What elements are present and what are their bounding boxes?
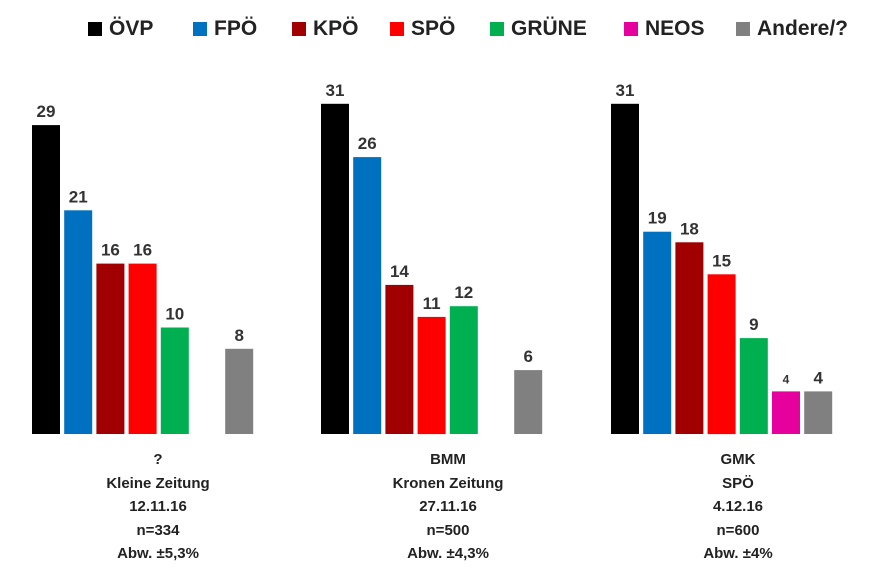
data-label-kpo: 18	[680, 219, 699, 238]
bar-fpo	[643, 231, 672, 434]
data-label-kpo: 14	[390, 262, 409, 281]
data-label-spo: 15	[712, 251, 731, 270]
bar-andere	[804, 391, 833, 434]
bar-andere	[514, 370, 543, 434]
data-label-ovp: 29	[37, 102, 56, 121]
legend-item-grune: GRÜNE	[490, 17, 587, 41]
caption-date: 12.11.16	[129, 498, 187, 515]
caption-client: Kleine Zeitung	[106, 474, 210, 492]
caption-sample-size: n=500	[426, 521, 470, 539]
caption-date: 27.11.16	[419, 498, 477, 515]
bar-ovp	[32, 125, 60, 434]
legend-item-ovp: ÖVP	[88, 17, 153, 41]
data-label-fpo: 19	[648, 209, 667, 228]
bar-kpo	[675, 242, 704, 434]
legend-label-neos: NEOS	[645, 17, 705, 40]
bar-fpo	[353, 157, 382, 434]
bar-ovp	[321, 103, 349, 435]
bar-group-3: 31 19 18 15 9 4 4	[611, 81, 833, 435]
bar-group-2: 31 26 14 11 12 6	[321, 81, 543, 435]
data-label-ovp: 31	[616, 81, 635, 100]
data-label-spo: 11	[423, 294, 441, 313]
bar-spo	[417, 316, 446, 435]
legend-swatch-neos	[624, 22, 638, 36]
bar-group-1: 29 21 16 16 10 8	[32, 102, 254, 434]
bar-kpo	[96, 263, 125, 434]
caption-margin: Abw. ±4%	[703, 545, 773, 562]
caption-date: 4.12.16	[712, 498, 764, 515]
legend-swatch-grune	[490, 22, 504, 36]
data-label-andere: 8	[234, 326, 243, 345]
data-label-ovp: 31	[326, 81, 345, 100]
bar-fpo	[64, 210, 93, 434]
bar-spo	[128, 263, 157, 434]
bar-neos	[772, 391, 800, 434]
legend-swatch-andere	[736, 22, 750, 36]
poll-caption-3: GMK SPÖ 4.12.16 n=600 Abw. ±4%	[618, 448, 858, 566]
caption-client: SPÖ	[722, 474, 754, 492]
legend-item-spo: SPÖ	[390, 17, 455, 41]
legend-item-kpo: KPÖ	[292, 17, 359, 41]
bar-kpo	[385, 284, 414, 434]
legend-label-grune: GRÜNE	[511, 17, 587, 40]
data-label-grune: 9	[749, 315, 758, 334]
data-label-spo: 16	[133, 241, 152, 260]
caption-margin: Abw. ±5,3%	[117, 545, 199, 562]
data-label-fpo: 21	[69, 187, 88, 206]
data-label-grune: 12	[454, 283, 473, 302]
data-label-andere: 6	[523, 347, 532, 366]
legend-label-kpo: KPÖ	[313, 17, 359, 40]
legend-label-ovp: ÖVP	[109, 17, 154, 40]
caption-sample-size: n=334	[136, 521, 180, 539]
caption-client: Kronen Zeitung	[392, 474, 504, 492]
bar-andere	[225, 348, 254, 434]
legend-item-andere: Andere/?	[736, 17, 848, 41]
data-label-kpo: 16	[101, 241, 120, 260]
legend-item-fpo: FPÖ	[193, 17, 257, 41]
chart-legend: ÖVP FPÖ KPÖ SPÖ GRÜNE NEOS Andere/?	[0, 0, 896, 60]
caption-sample-size: n=600	[716, 521, 760, 539]
caption-institute: BMM	[430, 451, 466, 468]
poll-caption-2: BMM Kronen Zeitung 27.11.16 n=500 Abw. ±…	[328, 448, 568, 566]
data-label-grune: 10	[165, 305, 184, 324]
poll-caption-1: ? Kleine Zeitung 12.11.16 n=334 Abw. ±5,…	[38, 448, 278, 566]
caption-institute: GMK	[720, 451, 756, 468]
legend-item-neos: NEOS	[624, 17, 705, 41]
bar-ovp	[611, 103, 639, 435]
bar-spo	[707, 274, 736, 435]
bar-grune	[449, 306, 478, 434]
data-label-fpo: 26	[358, 134, 377, 153]
caption-institute: ?	[153, 451, 163, 468]
legend-label-fpo: FPÖ	[214, 17, 258, 40]
bar-grune	[160, 327, 189, 434]
bar-grune	[739, 338, 768, 434]
data-label-andere: 4	[813, 368, 823, 387]
caption-margin: Abw. ±4,3%	[407, 545, 489, 562]
legend-swatch-fpo	[193, 22, 207, 36]
legend-label-spo: SPÖ	[411, 17, 456, 40]
data-label-neos: 4	[783, 372, 790, 386]
legend-swatch-kpo	[292, 22, 306, 36]
legend-swatch-spo	[390, 22, 404, 36]
legend-label-andere: Andere/?	[757, 17, 849, 40]
legend-swatch-ovp	[88, 22, 102, 36]
